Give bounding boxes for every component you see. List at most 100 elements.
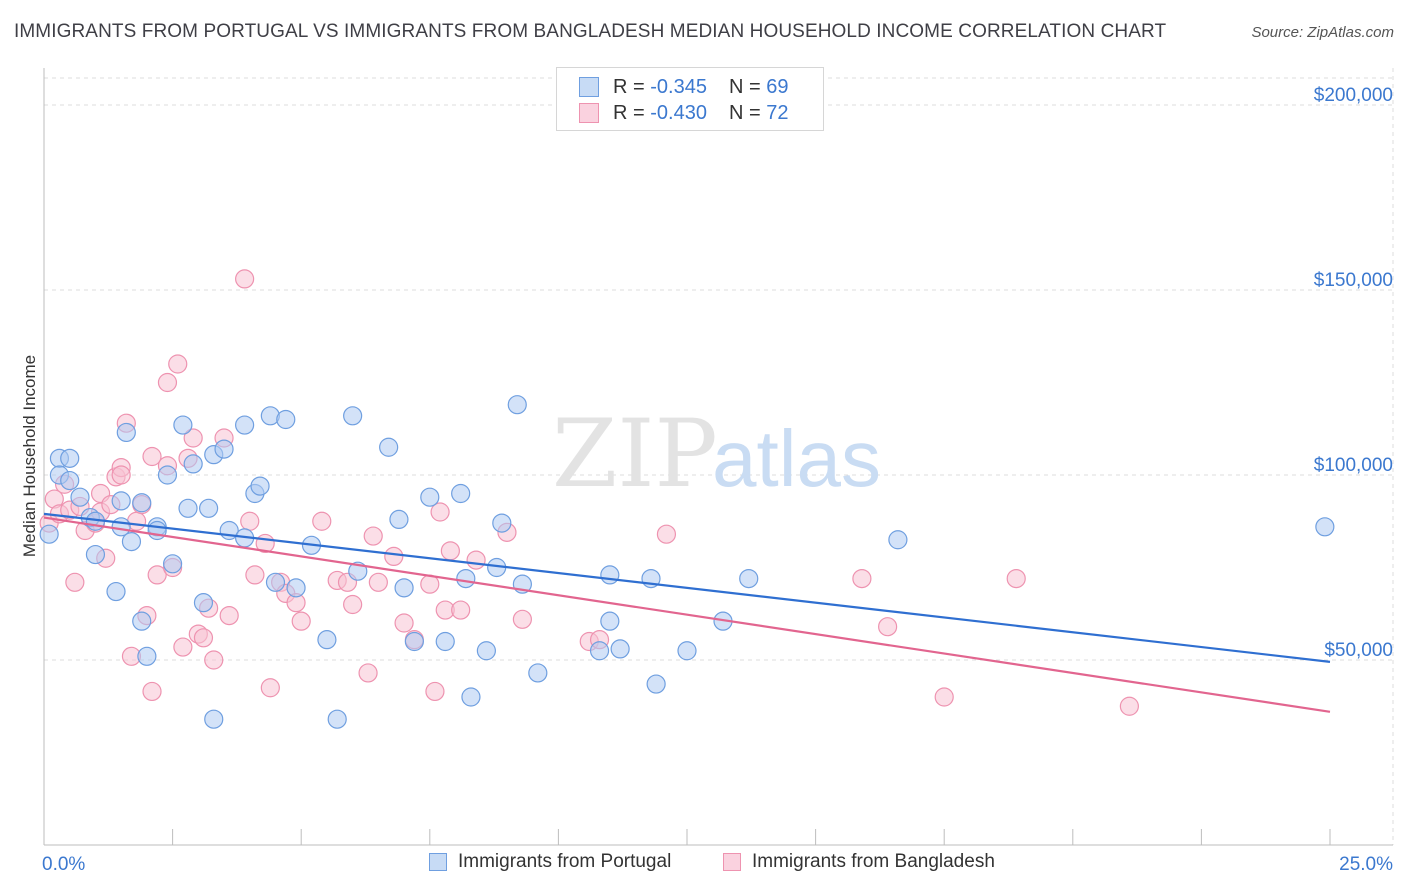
portugal-trend-line <box>43 512 1331 663</box>
portugal-point-47 <box>420 487 440 507</box>
r-label: R = <box>613 75 645 98</box>
bangladesh-point-50 <box>358 663 378 683</box>
axes <box>43 68 1393 846</box>
bangladesh-point-72 <box>1119 696 1139 716</box>
portugal-point-51 <box>461 687 481 707</box>
n-value: 69 <box>766 75 789 98</box>
portugal-point-61 <box>610 639 630 659</box>
bangladesh-point-28 <box>173 637 193 657</box>
bangladesh-point-52 <box>368 572 388 592</box>
r-label: R = <box>613 101 645 124</box>
portugal-point-8 <box>85 544 106 565</box>
bangladesh-point-57 <box>425 681 445 702</box>
portugal-point-59 <box>600 611 620 631</box>
portugal-point-16 <box>137 646 157 666</box>
portugal-swatch <box>579 77 599 97</box>
correlation-legend: R = -0.345 N = 69 R = -0.430 N = 72 <box>556 67 824 131</box>
correlation-row-portugal: R = -0.345 N = 69 <box>579 75 788 99</box>
watermark-zip: ZIP <box>552 400 718 509</box>
n-label: N = <box>728 101 761 124</box>
portugal-point-12 <box>116 422 136 443</box>
portugal-point-44 <box>389 509 409 530</box>
bangladesh-point-45 <box>291 611 311 631</box>
portugal-point-46 <box>404 631 424 652</box>
bangladesh-point-36 <box>219 605 239 626</box>
portugal-point-67 <box>888 530 908 550</box>
portugal-point-13 <box>121 531 142 552</box>
portugal-point-0 <box>39 524 59 544</box>
portugal-point-22 <box>178 498 198 518</box>
zipatlas-watermark: ZIP atlas <box>552 400 881 509</box>
n-value: 72 <box>766 101 789 124</box>
portugal-point-60 <box>600 565 620 585</box>
portugal-point-48 <box>435 631 455 652</box>
portugal-point-64 <box>677 641 697 661</box>
bangladesh-point-58 <box>430 502 450 522</box>
watermark-atlas: atlas <box>712 414 881 503</box>
portugal-point-15 <box>132 611 152 631</box>
portugal-point-55 <box>507 395 527 415</box>
portugal-point-43 <box>379 437 399 457</box>
portugal-point-25 <box>199 498 219 518</box>
portugal-point-54 <box>492 513 512 533</box>
bangladesh-point-54 <box>394 613 414 633</box>
portugal-point-11 <box>111 491 131 511</box>
legend-item-bangladesh[interactable]: Immigrants from Bangladesh <box>723 851 995 873</box>
bangladesh-point-32 <box>193 628 214 648</box>
bangladesh-point-22 <box>142 681 162 702</box>
portugal-point-41 <box>343 406 363 426</box>
portugal-point-9 <box>106 581 126 602</box>
portugal-point-31 <box>235 415 255 435</box>
portugal-point-66 <box>739 568 759 589</box>
portugal-point-35 <box>265 572 286 592</box>
bangladesh-point-30 <box>183 428 203 448</box>
bangladesh-point-23 <box>147 565 167 585</box>
portugal-legend-swatch <box>429 853 447 871</box>
bangladesh-trend-line <box>43 516 1331 713</box>
bangladesh-point-37 <box>235 269 255 289</box>
portugal-point-50 <box>456 568 476 589</box>
portugal-point-26 <box>204 709 224 729</box>
bangladesh-point-49 <box>343 594 363 615</box>
portugal-point-20 <box>163 554 183 574</box>
bangladesh-point-53 <box>384 546 404 567</box>
n-label: N = <box>728 75 761 98</box>
bangladesh-point-21 <box>142 446 162 467</box>
portugal-point-14 <box>132 493 152 513</box>
x-tick-label-1: 25.0% <box>1339 854 1393 875</box>
bangladesh-point-15 <box>111 465 131 485</box>
portugal-point-57 <box>528 663 548 683</box>
y-tick-label-3: $200,000 <box>1314 85 1393 106</box>
trend-lines <box>43 512 1331 713</box>
bangladesh-point-25 <box>157 372 178 393</box>
portugal-point-19 <box>157 465 178 485</box>
bangladesh-point-69 <box>878 617 898 637</box>
bangladesh-swatch <box>579 103 599 123</box>
portugal-point-33 <box>250 476 270 496</box>
y-tick-labels: $50,000 $100,000 $150,000 $200,000 <box>1314 85 1393 661</box>
portugal-point-40 <box>327 709 347 729</box>
bangladesh-point-64 <box>512 609 532 629</box>
portugal-point-36 <box>276 409 296 430</box>
bangladesh-point-5 <box>65 572 85 592</box>
bangladesh-legend-swatch <box>723 853 741 871</box>
source-label: Source: ZipAtlas.com <box>1251 24 1394 41</box>
portugal-point-2 <box>60 448 80 468</box>
r-value: -0.430 <box>650 101 707 124</box>
series-portugal-points <box>39 395 1335 729</box>
bangladesh-point-68 <box>852 568 872 589</box>
legend-item-portugal[interactable]: Immigrants from Portugal <box>429 851 671 873</box>
y-tick-label-0: $50,000 <box>1324 640 1393 661</box>
bangladesh-point-34 <box>204 650 224 670</box>
bangladesh-point-46 <box>312 511 332 531</box>
portugal-point-49 <box>451 483 471 504</box>
bangladesh-point-39 <box>245 565 265 585</box>
chart-title: IMMIGRANTS FROM PORTUGAL VS IMMIGRANTS F… <box>14 21 1167 42</box>
bangladesh-point-27 <box>168 354 188 374</box>
bangladesh-point-38 <box>240 511 260 531</box>
portugal-point-37 <box>286 578 306 598</box>
bangladesh-point-70 <box>934 687 954 707</box>
portugal-point-28 <box>214 439 234 459</box>
portugal-point-18 <box>147 520 167 541</box>
